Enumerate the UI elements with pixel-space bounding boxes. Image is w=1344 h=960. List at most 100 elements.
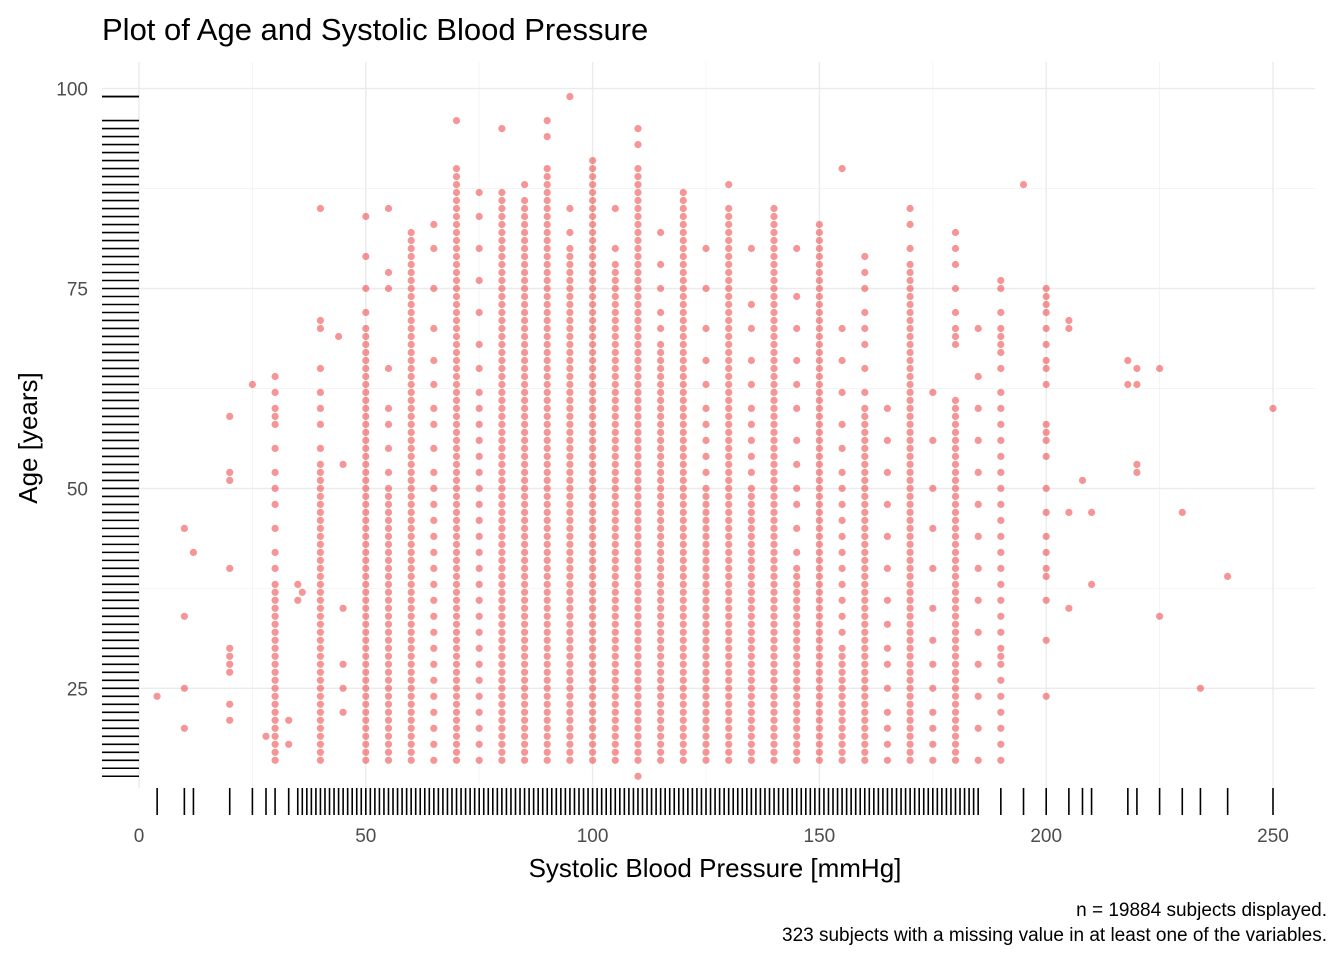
data-point <box>521 612 529 620</box>
data-point <box>725 236 733 245</box>
data-point <box>316 516 324 525</box>
data-point <box>906 724 914 732</box>
data-point <box>634 444 642 452</box>
data-point <box>793 572 801 581</box>
data-point <box>543 348 551 357</box>
data-point <box>521 700 529 708</box>
data-point <box>407 612 415 620</box>
data-point <box>702 596 710 604</box>
data-point <box>861 460 869 468</box>
data-point <box>452 380 461 389</box>
data-point <box>679 268 687 277</box>
data-point <box>566 364 574 373</box>
data-point <box>770 684 778 692</box>
data-point <box>589 596 597 604</box>
data-point <box>725 388 733 396</box>
data-point <box>657 740 665 748</box>
data-point <box>452 500 461 508</box>
data-point <box>543 396 551 404</box>
data-point <box>566 93 574 101</box>
data-point <box>770 692 778 700</box>
data-point <box>793 612 801 620</box>
data-point <box>430 612 438 620</box>
data-point <box>407 300 415 309</box>
data-point <box>452 596 461 604</box>
data-point <box>316 500 324 508</box>
data-point <box>611 572 619 581</box>
data-point <box>725 420 733 428</box>
data-point <box>951 572 960 581</box>
data-point <box>657 492 665 500</box>
data-point <box>316 524 324 533</box>
data-point <box>589 652 597 660</box>
data-point <box>407 572 415 581</box>
data-point <box>657 452 665 460</box>
data-point <box>951 532 960 541</box>
data-point <box>521 540 529 549</box>
data-point <box>407 444 415 452</box>
data-point <box>634 508 642 516</box>
data-point <box>747 700 756 708</box>
data-point <box>725 732 733 740</box>
data-point <box>997 564 1005 573</box>
data-point <box>475 212 483 221</box>
data-point <box>498 564 506 573</box>
data-point <box>679 436 687 444</box>
data-point <box>747 492 756 500</box>
data-point <box>566 244 574 253</box>
data-point <box>906 636 914 644</box>
data-point <box>271 708 279 716</box>
data-point <box>906 452 914 460</box>
data-point <box>725 596 733 604</box>
data-point <box>838 748 846 756</box>
data-point <box>589 684 597 692</box>
data-point <box>452 356 461 365</box>
data-point <box>679 684 687 692</box>
data-point <box>384 700 393 708</box>
data-point <box>589 300 597 309</box>
data-point <box>362 492 370 500</box>
data-point <box>634 612 642 620</box>
data-point <box>657 564 665 573</box>
data-point <box>543 300 551 309</box>
data-point <box>679 444 687 452</box>
data-point <box>271 676 279 684</box>
data-point <box>725 460 733 468</box>
data-point <box>430 740 438 748</box>
data-point <box>543 524 551 533</box>
data-point <box>407 524 415 533</box>
data-point <box>702 564 710 573</box>
data-point <box>951 508 960 516</box>
data-point <box>815 684 824 692</box>
data-point <box>657 684 665 692</box>
data-point <box>521 452 529 460</box>
data-point <box>679 644 687 652</box>
data-point <box>521 596 529 604</box>
data-point <box>362 588 370 596</box>
data-point <box>452 676 461 684</box>
data-point <box>452 292 461 301</box>
data-point <box>770 644 778 652</box>
data-point <box>702 612 710 620</box>
data-point <box>725 628 733 636</box>
data-point <box>498 596 506 604</box>
data-point <box>430 356 438 365</box>
data-point <box>657 308 665 317</box>
data-point <box>521 668 529 676</box>
data-point <box>861 644 869 652</box>
data-point <box>589 388 597 396</box>
data-point <box>679 476 687 484</box>
data-point <box>521 236 529 245</box>
data-point <box>838 548 846 557</box>
data-point <box>226 412 234 420</box>
data-point <box>316 716 324 724</box>
data-point <box>679 356 687 365</box>
data-point <box>951 612 960 620</box>
data-point <box>589 428 597 436</box>
data-point <box>951 444 960 452</box>
data-point <box>589 700 597 708</box>
data-point <box>611 516 619 525</box>
data-point <box>589 636 597 644</box>
data-point <box>475 436 483 444</box>
data-point <box>657 436 665 444</box>
